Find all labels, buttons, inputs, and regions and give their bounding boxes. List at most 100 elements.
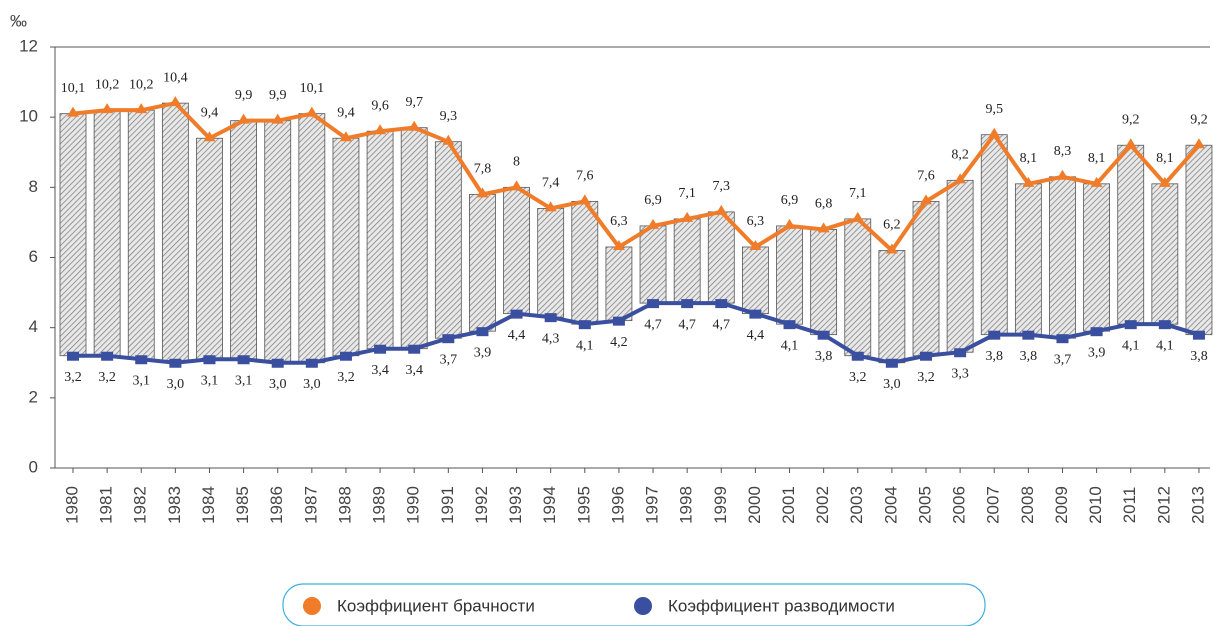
marker <box>408 344 421 354</box>
range-bar <box>1083 183 1110 332</box>
data-label: 7,6 <box>576 169 594 184</box>
marker <box>476 187 489 198</box>
data-label: 4,2 <box>610 335 628 350</box>
data-label: 8,1 <box>1088 151 1106 166</box>
y-tick-label: 6 <box>29 247 38 266</box>
range-bar <box>264 120 292 364</box>
x-tick-label: 2001 <box>779 486 798 524</box>
x-tick-label: 1985 <box>233 486 252 524</box>
data-label: 3,0 <box>883 377 901 392</box>
marker <box>578 320 591 330</box>
data-label: 9,7 <box>405 95 423 110</box>
data-label: 10,4 <box>163 70 188 85</box>
data-label: 4,7 <box>644 317 662 332</box>
data-label: 6,2 <box>883 218 901 233</box>
range-bar <box>503 186 530 315</box>
range-bar <box>366 130 394 350</box>
range-bar <box>59 113 87 357</box>
data-label: 3,9 <box>474 345 492 360</box>
data-label: 4,1 <box>576 338 594 353</box>
data-label: 3,2 <box>337 370 355 385</box>
data-label: 9,6 <box>371 98 389 113</box>
data-label: 6,9 <box>644 193 662 208</box>
marker <box>612 239 625 250</box>
data-label: 9,3 <box>440 109 458 124</box>
marker <box>783 218 796 229</box>
y-tick-label: 10 <box>19 107 38 126</box>
range-bar <box>537 207 565 318</box>
range-bar <box>742 246 769 315</box>
marker <box>715 204 728 215</box>
marker <box>374 124 387 135</box>
range-bar <box>946 179 974 353</box>
marker <box>988 127 1001 138</box>
x-tick-label: 1986 <box>267 486 286 524</box>
range-bar <box>161 102 189 364</box>
data-label: 3,4 <box>371 363 389 378</box>
marker <box>1158 320 1171 330</box>
data-label: 3,1 <box>132 373 150 388</box>
marker <box>1056 169 1069 180</box>
data-label: 7,1 <box>678 186 696 201</box>
data-label: 9,5 <box>985 102 1003 117</box>
data-label: 8,3 <box>1054 144 1072 159</box>
marker <box>339 351 352 361</box>
data-label: 9,2 <box>1190 112 1208 127</box>
range-bar <box>332 137 360 357</box>
data-label: 3,1 <box>235 373 253 388</box>
x-tick-label: 1987 <box>301 486 320 524</box>
data-label: 3,2 <box>64 370 82 385</box>
x-tick-label: 1993 <box>506 486 525 524</box>
data-label: 3,0 <box>303 377 321 392</box>
x-tick-label: 1992 <box>472 486 491 524</box>
data-label: 3,4 <box>405 363 423 378</box>
data-label: 3,0 <box>167 377 185 392</box>
marker <box>135 103 148 114</box>
marker <box>817 330 830 340</box>
marker <box>203 355 216 365</box>
marker <box>681 299 694 309</box>
marker <box>305 106 318 117</box>
range-bar <box>127 109 155 360</box>
marker <box>305 358 318 368</box>
marker <box>1124 320 1137 330</box>
range-bar <box>196 137 223 360</box>
range-bar <box>912 200 940 357</box>
range-bar <box>639 225 667 304</box>
range-bar <box>1014 183 1042 336</box>
data-label: 4,1 <box>1156 338 1174 353</box>
marker <box>851 351 864 361</box>
marker <box>169 358 182 368</box>
marker <box>1158 176 1171 187</box>
marker <box>1192 330 1205 340</box>
data-label: 4,4 <box>747 328 765 343</box>
data-label: 9,9 <box>235 88 253 103</box>
x-tick-label: 2002 <box>813 486 832 524</box>
range-bar <box>571 200 599 325</box>
legend-label: Коэффициент разводимости <box>668 596 895 615</box>
marker <box>715 299 728 309</box>
data-label: 8 <box>513 155 520 170</box>
data-label: 4,1 <box>781 338 799 353</box>
marker <box>67 351 79 361</box>
x-tick-label: 1988 <box>335 486 354 524</box>
x-tick-label: 2003 <box>847 486 866 524</box>
data-label: 9,4 <box>337 105 355 120</box>
range-bar <box>1117 144 1145 325</box>
marker <box>510 309 523 319</box>
legend-box <box>282 583 986 626</box>
data-label: 7,3 <box>713 179 731 194</box>
x-tick-label: 1996 <box>608 486 627 524</box>
data-label: 3,3 <box>951 366 969 381</box>
data-label: 10,1 <box>61 81 86 96</box>
data-label: 9,9 <box>269 88 287 103</box>
marker <box>1022 176 1035 187</box>
marker <box>544 201 557 212</box>
range-bar <box>230 120 258 360</box>
x-tick-label: 2005 <box>915 486 934 524</box>
x-tick-label: 1994 <box>540 486 559 524</box>
marker <box>578 194 591 205</box>
marker <box>544 313 557 323</box>
marker <box>1090 176 1103 187</box>
